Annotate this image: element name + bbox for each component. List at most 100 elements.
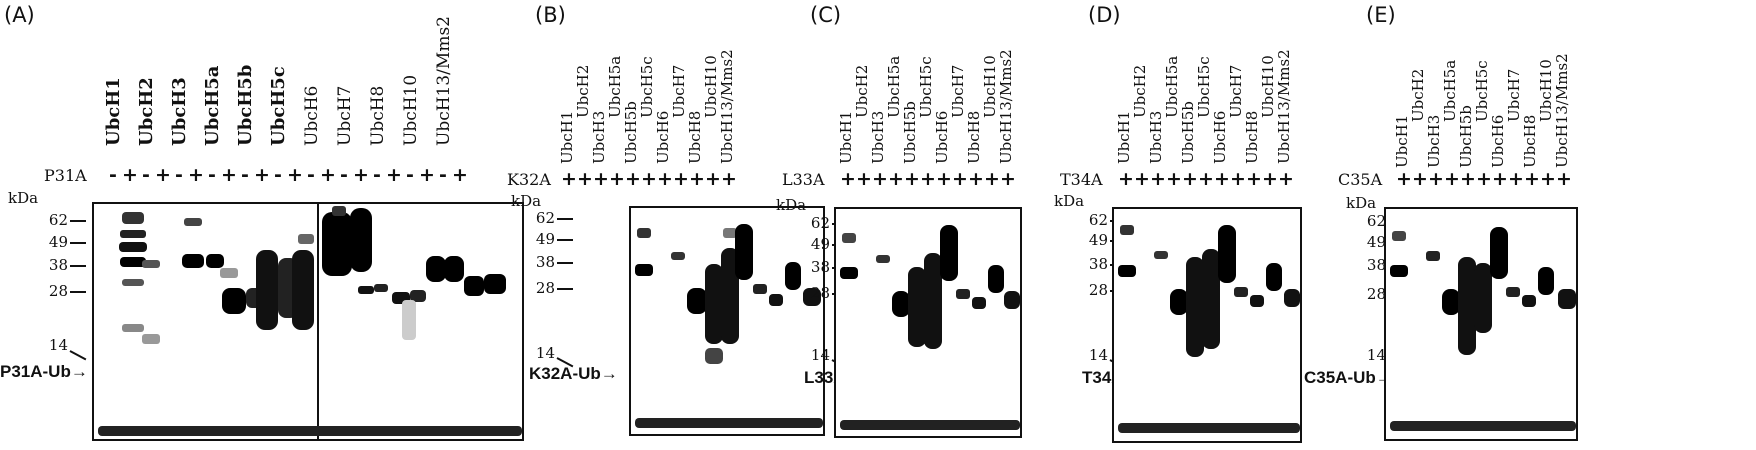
plus-sign: + [856,168,872,190]
band [1522,295,1536,307]
band [1154,251,1168,259]
band [988,265,1004,293]
lane-label: UbcH6 [933,110,951,164]
band [769,294,783,306]
band [753,284,767,294]
mutant-label: K32A [507,170,551,189]
plus-sign: + [1508,168,1524,190]
plus-sign: + [904,168,920,190]
ub-label: C35A-Ub→ [1304,368,1393,387]
lane-label: UbcH3 [1425,114,1443,168]
mw-marker-49: 49 [1088,231,1108,249]
plus-sign: + [188,164,204,186]
plus-sign: + [221,164,237,186]
plus-sign: + [287,164,303,186]
band [484,274,506,294]
band [705,264,723,344]
band [1186,257,1204,357]
minus-sign: - [406,164,414,186]
lane-label: UbcH1 [558,110,576,164]
plus-sign: + [419,164,435,186]
band [256,250,278,330]
mw-marker-49: 49 [1366,233,1386,251]
band [292,250,314,330]
plus-sign: + [1262,168,1278,190]
band [1538,267,1554,295]
kda-unit-label: kDa [1054,192,1085,210]
plus-sign: + [625,168,641,190]
panel-letter: (D) [1088,3,1121,27]
band [1558,289,1576,309]
plus-sign: + [452,164,468,186]
lane-label: UbcH1 [1115,110,1133,164]
panel-e: (E) UbcH1 UbcH2 UbcH3 UbcH5a UbcH5b UbcH… [1304,0,1756,450]
lane-label: UbcH7 [335,85,355,146]
band [142,260,160,268]
lane-label: UbcH6 [654,110,672,164]
lane-label: UbcH8 [368,85,388,146]
mw-marker-38: 38 [48,256,68,274]
band [1170,289,1188,315]
mw-marker-62: 62 [810,214,830,232]
mutant-label: T34A [1060,170,1103,189]
blot-bands [840,225,1020,430]
band [322,212,352,276]
mw-marker-38: 38 [810,258,830,276]
ub-label: P31A-Ub→ [0,362,88,381]
minus-sign: - [109,164,117,186]
mw-tick [70,265,86,267]
free-ub-band [840,420,1020,430]
band [705,348,723,364]
band [1458,257,1476,355]
plus-sign: + [840,168,856,190]
plus-sign: + [936,168,952,190]
blot-image [1384,207,1578,441]
band [464,276,484,296]
band [1506,287,1520,297]
minus-sign: - [208,164,216,186]
blot-image [1112,207,1302,443]
panel-b: (B) UbcH1 UbcH2 UbcH3 UbcH5a UbcH5b UbcH… [507,0,835,450]
lane-label: UbcH5c [917,56,935,118]
mw-marker-38: 38 [1088,255,1108,273]
panel-c: (C) UbcH1 UbcH2 UbcH3 UbcH5a UbcH5b UbcH… [776,0,1110,450]
mw-marker-28: 28 [810,284,830,302]
blot-image [834,207,1022,438]
kda-unit-label: kDa [776,196,807,214]
plus-sign: + [1492,168,1508,190]
mw-tick [557,239,573,241]
band [1202,249,1220,349]
plus-sign: + [1556,168,1572,190]
blot-bands [1390,227,1576,431]
band [671,252,685,260]
plus-sign: + [952,168,968,190]
plus-sign: + [353,164,369,186]
kda-unit-label: kDa [1346,194,1377,212]
band [1218,225,1236,283]
plus-sign: + [320,164,336,186]
band [332,206,346,216]
plus-sign: + [1118,168,1134,190]
plus-sign: + [1460,168,1476,190]
lane-label: UbcH10 [401,74,421,146]
lane-label: UbcH6 [1489,114,1507,168]
plus-sign: + [721,168,737,190]
lane-label: UbcH13/Mms2 [997,49,1015,164]
band [410,290,426,302]
plus-sign: + [1150,168,1166,190]
band [182,254,204,268]
mw-marker-14: 14 [535,344,555,362]
plus-sign: + [1428,168,1444,190]
mw-marker-14: 14 [1088,346,1108,364]
mw-tick [557,218,573,220]
band [635,264,653,276]
mutant-label: L33A [782,170,825,189]
lane-label: UbcH3 [169,77,190,146]
minus-sign: - [175,164,183,186]
lane-label: UbcH2 [136,77,157,146]
plus-sign: + [1412,168,1428,190]
panel-letter: (E) [1366,3,1396,27]
lane-label: UbcH1 [837,110,855,164]
lane-label: UbcH1 [1393,114,1411,168]
band [444,256,464,282]
